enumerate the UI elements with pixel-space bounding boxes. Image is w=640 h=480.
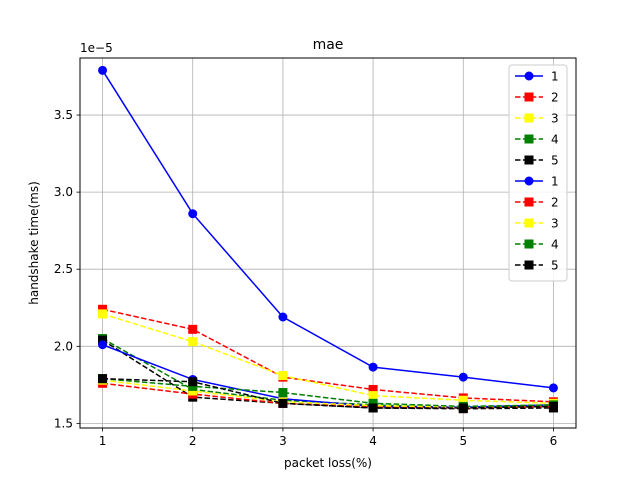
legend-entry: 1	[515, 175, 559, 189]
legend-entry: 3	[515, 217, 559, 231]
y-tick-label: 2.0	[54, 339, 73, 353]
legend-label: 3	[551, 112, 559, 126]
series-line	[102, 313, 554, 405]
data-point	[98, 309, 108, 319]
legend-marker	[524, 260, 534, 270]
data-point	[188, 209, 198, 219]
legend-entry: 2	[515, 196, 559, 210]
legend-label: 1	[551, 70, 559, 84]
y-tick-label: 3.0	[54, 185, 73, 199]
y-tick-label: 3.5	[54, 108, 73, 122]
x-tick-label: 1	[99, 434, 107, 448]
x-axis-label: packet loss(%)	[284, 456, 372, 470]
legend-marker	[524, 134, 534, 144]
legend-label: 4	[551, 133, 559, 147]
y-axis-offset-label: 1e−5	[80, 41, 113, 55]
series-line	[102, 339, 554, 410]
legend-label: 1	[551, 175, 559, 189]
axis-ticks: 1 2 3 4 5 6 1.5 2.0 2.5 3.0 3.5	[54, 108, 557, 448]
x-tick-label: 3	[279, 434, 287, 448]
legend-entry: 4	[515, 133, 559, 147]
data-point	[278, 312, 288, 322]
data-point	[368, 362, 378, 372]
legend-box	[508, 64, 568, 282]
data-point	[278, 398, 288, 408]
legend-label: 4	[551, 238, 559, 252]
x-tick-label: 5	[459, 434, 467, 448]
series-line	[102, 379, 554, 408]
legend-marker	[524, 113, 534, 123]
data-point	[458, 372, 468, 382]
series-line	[101, 69, 554, 389]
legend-entry: 5	[515, 154, 559, 168]
grid	[80, 58, 576, 428]
legend-entry: 2	[515, 91, 559, 105]
y-tick-label: 2.5	[54, 262, 73, 276]
legend-entry: 4	[515, 238, 559, 252]
x-tick-label: 2	[189, 434, 197, 448]
legend-label: 3	[551, 217, 559, 231]
legend-label: 2	[551, 196, 559, 210]
data-point	[368, 391, 378, 401]
legend-label: 5	[551, 154, 559, 168]
y-axis-label: handshake time(ms)	[27, 181, 41, 305]
series-line	[102, 377, 554, 409]
data-point	[188, 377, 198, 387]
legend-marker	[524, 239, 534, 249]
series-10	[98, 374, 558, 413]
series-line	[102, 377, 554, 408]
data-point	[188, 324, 198, 334]
series-layer	[98, 65, 558, 414]
legend-entry: 5	[515, 259, 559, 273]
series-line	[102, 308, 554, 403]
data-point	[458, 403, 468, 413]
x-tick-label: 4	[369, 434, 377, 448]
series-line	[102, 382, 554, 409]
legend-marker	[524, 155, 534, 165]
legend-label: 2	[551, 91, 559, 105]
legend-marker	[524, 71, 534, 81]
legend-marker	[524, 92, 534, 102]
legend-label: 5	[551, 259, 559, 273]
series-line	[102, 344, 554, 408]
legend-marker	[524, 176, 534, 186]
data-point	[98, 374, 108, 384]
data-point	[278, 388, 288, 398]
data-point	[278, 371, 288, 381]
chart-title: mae	[313, 37, 344, 53]
legend: 1 2 3 4 5 1 2 3 4 5	[508, 64, 568, 282]
data-point	[548, 401, 558, 411]
legend-marker	[524, 218, 534, 228]
legend-entry: 1	[515, 70, 559, 84]
data-point	[548, 383, 558, 393]
data-point	[98, 340, 108, 350]
y-tick-label: 1.5	[54, 416, 73, 430]
data-point	[188, 337, 198, 347]
data-point	[98, 65, 108, 75]
series-1	[98, 65, 558, 393]
x-tick-label: 6	[550, 434, 558, 448]
legend-entry: 3	[515, 112, 559, 126]
legend-marker	[524, 197, 534, 207]
plot-frame	[79, 57, 577, 429]
data-point	[368, 403, 378, 413]
